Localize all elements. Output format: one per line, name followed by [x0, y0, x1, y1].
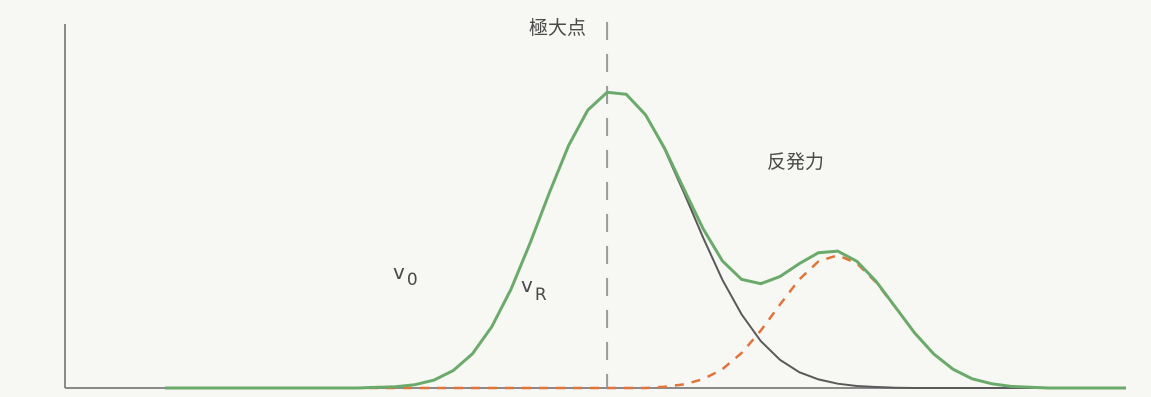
series-line-total [165, 90, 1126, 390]
annotation-repulsion: 反発力 [767, 151, 824, 173]
series-line-repulsion [165, 253, 1126, 390]
annotation-peak: 極大点 [529, 17, 586, 39]
annotation-v0-main: v [393, 260, 405, 284]
annotation-vr-sub: R [535, 285, 547, 305]
series-line-vr [165, 91, 1126, 389]
annotation-vr-main: v [521, 273, 533, 297]
annotation-v0-sub: 0 [407, 270, 418, 290]
